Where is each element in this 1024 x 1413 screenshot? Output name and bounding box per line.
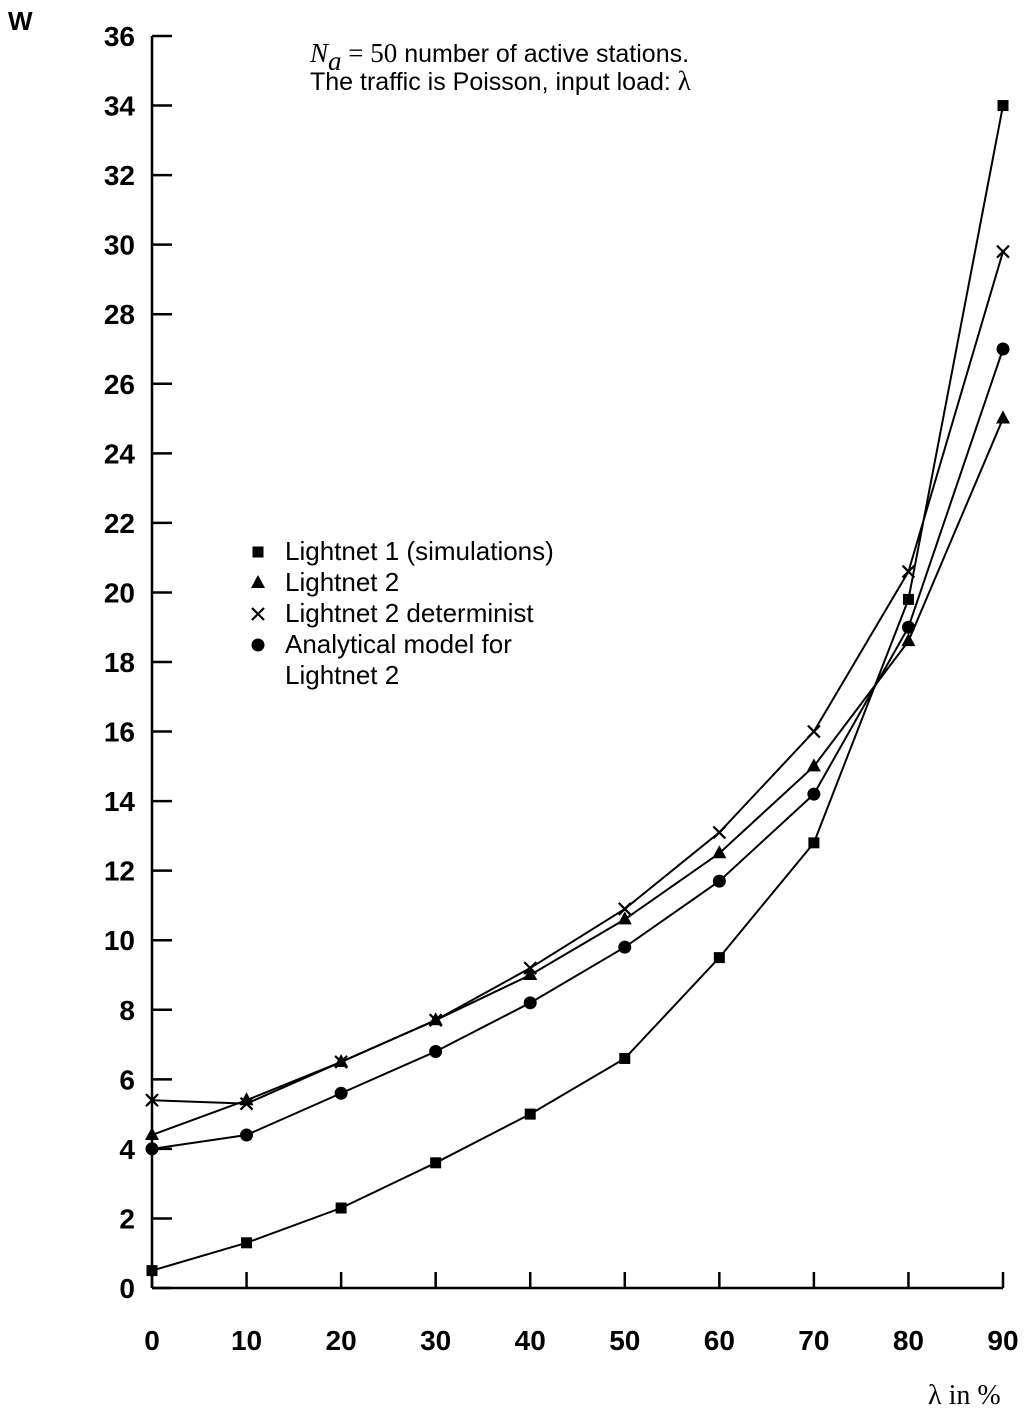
annotation-var: N	[309, 38, 330, 68]
data-point-triangle	[523, 967, 538, 980]
y-axis-title: W	[8, 6, 33, 36]
data-point-circle	[334, 1086, 348, 1100]
data-point-circle	[240, 1128, 254, 1142]
annotation-text-1: number of active stations.	[397, 40, 689, 68]
y-tick-label: 36	[104, 21, 135, 52]
data-point-square	[430, 1157, 442, 1169]
series-circle	[145, 342, 1010, 1156]
x-tick-label: 50	[609, 1325, 640, 1356]
data-point-square	[335, 1202, 347, 1214]
data-point-circle	[523, 996, 537, 1010]
data-point-triangle	[806, 758, 821, 772]
data-point-square	[997, 100, 1009, 112]
legend-marker-square	[252, 546, 264, 558]
data-point-circle	[618, 940, 632, 954]
data-point-cross	[523, 961, 537, 975]
x-axis-title: λ in %	[928, 1380, 1001, 1411]
x-tick-label: 10	[231, 1325, 262, 1356]
data-point-cross	[807, 724, 821, 739]
y-tick-label: 14	[104, 786, 136, 817]
data-point-cross	[618, 902, 632, 916]
annotation: Na = 50 number of active stations. The t…	[309, 38, 691, 96]
annotation-line-2: The traffic is Poisson, input load: λ	[310, 66, 691, 96]
y-tick-label: 20	[104, 577, 135, 608]
data-point-square	[808, 837, 820, 849]
data-point-cross	[712, 825, 727, 840]
annotation-symbol: λ	[678, 66, 691, 96]
data-point-cross	[239, 1096, 254, 1111]
x-tick-label: 80	[893, 1325, 924, 1356]
data-point-square	[619, 1052, 631, 1064]
y-tick-label: 12	[104, 856, 135, 887]
legend-label: Lightnet 2 determinist	[285, 598, 534, 628]
data-point-triangle	[145, 1126, 159, 1140]
series-cross	[145, 244, 1010, 1111]
y-tick-label: 16	[104, 717, 135, 748]
y-tick-label: 0	[119, 1273, 135, 1304]
data-point-circle	[712, 874, 726, 888]
x-tick-label: 60	[704, 1325, 735, 1356]
legend-marker-triangle	[251, 575, 265, 588]
data-point-triangle	[712, 845, 727, 859]
legend-label: Analytical model for	[285, 629, 512, 659]
data-point-cross	[996, 244, 1010, 259]
data-point-cross	[428, 1013, 443, 1027]
series-triangle	[145, 410, 1010, 1140]
legend-label: Lightnet 2	[285, 567, 399, 597]
y-tick-label: 22	[104, 508, 135, 539]
y-tick-label: 24	[104, 438, 136, 469]
data-point-cross	[901, 564, 916, 579]
data-point-cross	[145, 1093, 159, 1107]
legend: Lightnet 1 (simulations)Lightnet 2Lightn…	[251, 536, 554, 690]
y-tick-label: 2	[119, 1203, 135, 1234]
data-point-square	[902, 593, 914, 605]
y-tick-label: 4	[119, 1134, 135, 1165]
x-tick-label: 40	[515, 1325, 546, 1356]
series-square	[146, 100, 1009, 1277]
data-point-circle	[145, 1142, 159, 1156]
x-tick-label: 0	[144, 1325, 160, 1356]
annotation-eq: = 50	[342, 38, 398, 68]
data-point-square	[713, 952, 725, 964]
data-point-square	[146, 1265, 158, 1277]
x-tick-label: 20	[326, 1325, 357, 1356]
legend-label: Lightnet 1 (simulations)	[285, 536, 554, 566]
data-point-triangle	[996, 410, 1010, 424]
data-point-circle	[429, 1045, 443, 1059]
y-tick-label: 34	[104, 91, 136, 122]
y-tick-label: 28	[104, 299, 135, 330]
y-tick-label: 30	[104, 230, 135, 261]
legend-marker-cross	[251, 607, 265, 621]
legend-label-line2: Lightnet 2	[285, 660, 399, 690]
data-point-triangle	[617, 911, 632, 925]
annotation-text-2: The traffic is Poisson, input load:	[310, 68, 678, 96]
series-line	[151, 348, 1004, 1150]
x-tick-label: 30	[420, 1325, 451, 1356]
y-tick-label: 6	[119, 1064, 135, 1095]
x-tick-label: 90	[987, 1325, 1018, 1356]
y-tick-label: 26	[104, 369, 135, 400]
y-tick-label: 10	[104, 925, 135, 956]
series-group	[145, 100, 1010, 1277]
y-tick-label: 32	[104, 160, 135, 191]
data-point-circle	[807, 787, 821, 801]
annotation-sub: a	[328, 46, 342, 76]
data-point-circle	[901, 620, 915, 634]
data-point-square	[241, 1237, 253, 1249]
data-point-cross	[334, 1055, 348, 1069]
series-line	[151, 105, 1004, 1272]
y-tick-label: 8	[119, 995, 135, 1026]
data-point-square	[524, 1108, 536, 1120]
series-line	[151, 418, 1004, 1136]
series-line	[151, 251, 1004, 1105]
legend-marker-circle	[251, 638, 265, 652]
y-tick-label: 18	[104, 647, 135, 678]
data-point-triangle	[901, 633, 916, 647]
x-tick-label: 70	[798, 1325, 829, 1356]
annotation-line-1: Na = 50 number of active stations.	[309, 38, 689, 76]
data-point-circle	[996, 342, 1010, 356]
